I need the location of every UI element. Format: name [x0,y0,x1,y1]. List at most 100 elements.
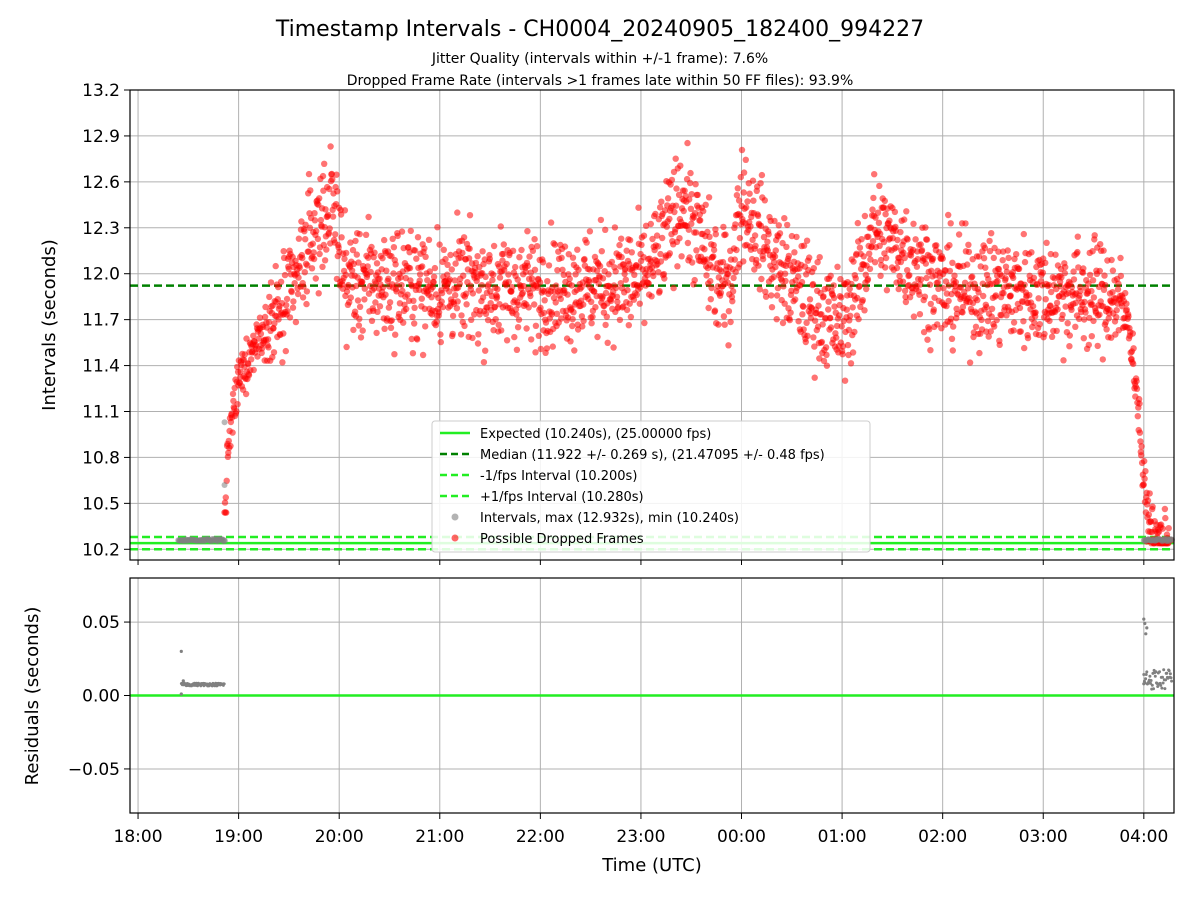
dropped-frame-point [322,206,329,213]
dropped-frame-point [729,298,736,305]
dropped-frame-point [731,256,738,263]
dropped-frame-point [913,263,921,270]
dropped-frame-point [257,330,265,337]
dropped-frame-point [1096,311,1103,318]
dropped-frame-point [326,225,333,232]
bottom-x-tick-label: 04:00 [1119,827,1168,847]
dropped-frame-point [1010,274,1017,282]
dropped-frame-point [688,220,695,227]
dropped-frame-point [463,301,470,308]
dropped-frame-point [897,258,905,266]
dropped-frame-point [495,321,502,328]
dropped-frame-point [854,219,861,227]
dropped-frame-point [661,207,669,214]
dropped-frame-point [461,322,468,330]
dropped-frame-point [308,265,316,272]
dropped-frame-point [850,258,857,265]
residual-point [1148,674,1152,678]
dropped-frame-point [314,235,322,243]
dropped-frame-point [400,319,407,326]
dropped-frame-point [635,204,642,211]
dropped-frame-point [514,324,522,331]
dropped-frame-point [593,267,601,274]
dropped-frame-point [310,249,317,256]
dropped-frame-point [349,246,357,254]
dropped-frame-point [385,304,393,311]
dropped-frame-point [289,304,297,311]
dropped-frame-point [961,279,969,286]
dropped-frame-point [962,220,969,227]
dropped-frame-point [379,284,387,291]
dropped-frame-point [595,280,602,287]
dropped-frame-point [1036,321,1044,328]
dropped-frame-point [589,313,596,320]
dropped-frame-point [568,282,575,289]
residual-point [1156,685,1160,688]
dropped-frame-point [867,256,874,263]
dropped-frame-point [285,265,292,272]
dropped-frame-point [1138,452,1145,459]
dropped-frame-point [711,307,719,314]
dropped-frame-point [1047,302,1054,309]
dropped-frame-point [965,241,972,248]
dropped-frame-point [928,267,935,274]
dropped-frame-point [852,275,859,282]
dropped-frame-point [803,319,810,326]
dropped-frame-point [233,408,240,415]
dropped-frame-point [768,292,775,299]
dropped-frame-point [433,318,440,325]
dropped-frame-point [983,328,990,335]
dropped-frame-point [755,262,762,269]
top-y-tick-label: 10.2 [82,540,120,560]
dropped-frame-point [528,336,535,343]
dropped-frame-point [704,228,711,236]
dropped-frame-point [957,284,964,291]
residual-point [1167,669,1171,673]
dropped-frame-point [715,321,722,328]
dropped-frame-point [527,292,534,300]
dropped-frame-point [985,276,992,283]
dropped-frame-point [416,277,423,284]
dropped-frame-point [781,270,789,277]
dropped-frame-point [631,271,638,278]
dropped-frame-point [329,176,336,183]
dropped-frame-point [986,237,993,245]
dropped-frame-point [841,377,849,384]
dropped-frame-point [542,319,550,326]
dropped-frame-point [610,344,617,351]
bottom-y-tick-label: −0.05 [68,760,120,780]
dropped-frame-point [687,205,695,212]
dropped-frame-point [1091,232,1098,239]
dropped-frame-point [492,316,499,323]
dropped-frame-point [261,313,269,321]
dropped-frame-point [559,266,566,273]
dropped-frame-point [334,188,341,195]
residual-point [1143,621,1147,626]
dropped-frame-point [458,312,465,319]
dropped-frame-point [822,344,830,351]
dropped-frame-point [581,255,588,263]
dropped-frame-point [782,277,789,285]
dropped-frame-point [255,335,262,342]
dropped-frame-point [382,291,389,298]
dropped-frame-point [995,248,1002,255]
dropped-frame-point [237,368,244,375]
dropped-frame-point [465,255,473,262]
dropped-frame-point [952,279,959,286]
dropped-frame-point [980,292,987,300]
dropped-frame-point [291,280,298,287]
dropped-frame-point [959,309,966,316]
dropped-frame-point [725,308,733,315]
dropped-frame-point [1141,457,1148,465]
dropped-frame-point [1075,315,1083,322]
dropped-frame-point [571,347,578,354]
dropped-frame-point [626,237,634,244]
dropped-frame-point [460,272,467,279]
dropped-frame-point [354,297,362,304]
legend-intervals-swatch [451,513,459,521]
dropped-frame-point [776,230,784,237]
dropped-frame-point [419,351,427,359]
dropped-frame-point [982,264,989,271]
dropped-frame-point [469,290,477,297]
dropped-frame-point [946,267,954,275]
